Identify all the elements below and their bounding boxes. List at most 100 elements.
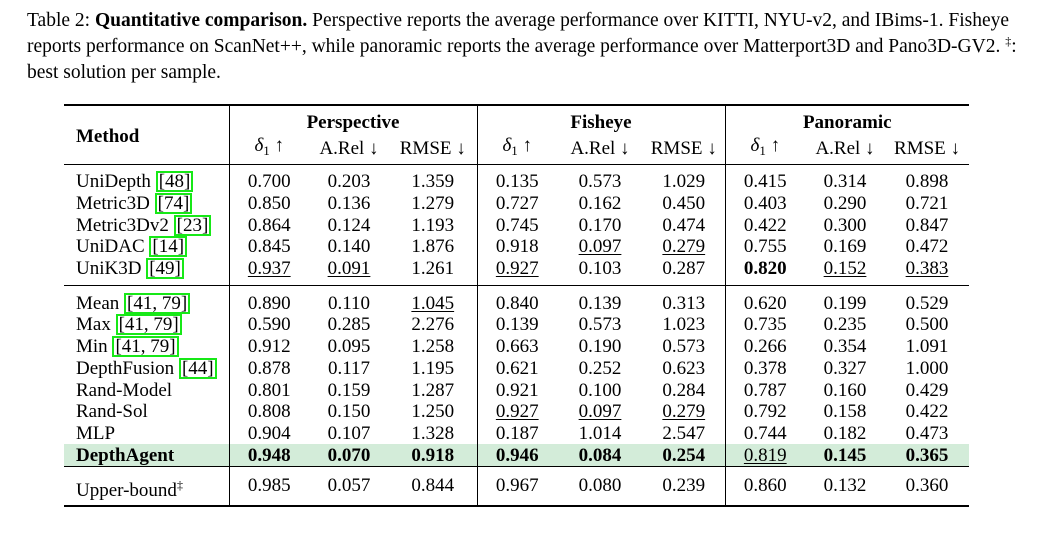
value-cell: 0.422 <box>905 401 949 423</box>
group-panoramic: Panoramic <box>724 105 970 135</box>
value-cell: 0.937 <box>228 257 309 280</box>
metric-header: A.Rel ↓ <box>815 137 875 159</box>
value-cell: 1.250 <box>411 401 455 423</box>
value-cell: 1.193 <box>411 214 455 236</box>
value-cell: 0.160 <box>823 379 867 401</box>
method-cell: Metric3Dv2 [23] <box>64 214 229 236</box>
citation-link[interactable]: [41, 79] <box>112 336 179 358</box>
value-cell: 0.199 <box>823 292 867 314</box>
table-row: MLP 0.904 0.107 1.328 0.187 1.014 2.547 0.744 0.… <box>64 422 969 445</box>
value-cell: 1.261 <box>411 258 455 280</box>
value-cell: 0.500 <box>905 314 949 336</box>
value-cell: 1.014 <box>578 422 622 444</box>
value-cell: 0.927 <box>476 400 557 423</box>
value-cell: 0.132 <box>823 474 867 496</box>
value-cell: 0.700 <box>228 171 309 193</box>
value-cell: 1.029 <box>662 171 706 193</box>
value-cell: 0.663 <box>476 335 557 358</box>
method-cell: Metric3D [74] <box>64 193 229 215</box>
method-name: Rand-Sol <box>76 401 148 423</box>
value-cell: 0.985 <box>228 472 309 506</box>
comparison-table: Method Perspective Fisheye Panoramic δ1 … <box>64 104 970 507</box>
value-cell: 0.254 <box>643 444 726 467</box>
method-cell: UniDepth [48] <box>64 171 229 193</box>
value-cell: 0.182 <box>823 422 867 444</box>
value-cell: 0.787 <box>724 379 806 401</box>
value-cell: 0.170 <box>578 214 622 236</box>
value-cell: 0.415 <box>724 171 806 193</box>
value-cell: 1.023 <box>662 314 706 336</box>
metric-header: RMSE ↓ <box>894 137 961 159</box>
metric-header: δ1 ↑ <box>476 135 557 165</box>
method-name: Upper-bound <box>76 479 177 501</box>
value-cell: 0.187 <box>476 422 557 445</box>
row-spacer <box>64 279 969 286</box>
method-cell: UniDAC [14] <box>64 236 229 258</box>
value-cell: 1.328 <box>411 422 455 444</box>
method-cell: Min [41, 79] <box>64 336 229 358</box>
table-row: UniDepth [48] 0.700 0.203 1.359 0.135 0.573 1.… <box>64 171 969 193</box>
method-cell: Rand-Model <box>64 379 229 401</box>
value-cell: 0.967 <box>476 472 557 506</box>
value-cell: 0.840 <box>476 292 557 315</box>
value-cell: 0.365 <box>885 444 970 467</box>
group-header-row: Method Perspective Fisheye Panoramic <box>64 105 970 165</box>
citation-link[interactable]: [44] <box>178 357 217 379</box>
value-cell: 0.820 <box>724 257 806 280</box>
group-fisheye: Fisheye <box>476 105 726 135</box>
table-row: Metric3Dv2 [23] 0.864 0.124 1.193 0.745 0.170… <box>64 214 969 237</box>
value-cell: 0.948 <box>228 444 309 467</box>
value-cell: 0.864 <box>228 214 309 237</box>
value-cell: 0.429 <box>905 379 949 401</box>
metric-header: A.Rel ↓ <box>570 137 630 159</box>
method-name: DepthAgent <box>76 444 175 466</box>
table-row: Rand-Model 0.801 0.159 1.287 0.921 0.100 0.284… <box>64 379 969 401</box>
value-cell: 0.080 <box>578 474 622 496</box>
method-name: Max <box>76 314 111 336</box>
value-cell: 0.140 <box>327 236 371 258</box>
table-caption: Table 2: Quantitative comparison. Perspe… <box>27 8 1027 86</box>
citation-link[interactable]: [74] <box>154 193 193 215</box>
value-cell: 0.360 <box>905 474 949 496</box>
value-cell: 0.190 <box>578 336 622 358</box>
value-cell: 0.590 <box>228 314 309 336</box>
citation-link[interactable]: [23] <box>173 214 212 236</box>
method-name: DepthFusion <box>76 357 175 379</box>
value-cell: 0.158 <box>823 401 867 423</box>
method-cell: UniK3D [49] <box>64 258 229 280</box>
method-name: Rand-Model <box>76 379 173 401</box>
table-row: DepthFusion [44] 0.878 0.117 1.195 0.621 0.25… <box>64 357 969 380</box>
value-cell: 0.162 <box>578 193 622 215</box>
citation-link[interactable]: [49] <box>146 258 184 280</box>
caption-text: Perspective reports the average performa… <box>27 10 1010 57</box>
value-cell: 0.529 <box>905 292 949 314</box>
value-cell: 0.921 <box>476 379 557 401</box>
method-name: Min <box>76 336 108 358</box>
caption-label: Table 2: <box>27 10 91 31</box>
value-cell: 1.279 <box>411 193 455 215</box>
citation-link[interactable]: [48] <box>155 171 194 193</box>
value-cell: 0.285 <box>327 314 371 336</box>
value-cell: 0.117 <box>327 357 371 379</box>
value-cell: 0.378 <box>724 357 806 380</box>
caption-text-end: : best solution per sample. <box>27 36 1017 83</box>
table-row: Upper-bound‡ 0.985 0.057 0.844 0.967 0.080 0.2… <box>64 472 970 506</box>
value-cell: 0.266 <box>724 335 806 358</box>
value-cell: 0.100 <box>578 379 622 401</box>
value-cell: 0.279 <box>662 401 706 423</box>
value-cell: 0.745 <box>476 214 557 237</box>
value-cell: 0.159 <box>327 379 371 401</box>
method-name: Metric3Dv2 <box>76 214 169 236</box>
citation-link[interactable]: [14] <box>149 236 188 258</box>
value-cell: 0.621 <box>476 357 557 380</box>
value-cell: 0.450 <box>662 193 706 215</box>
value-cell: 0.145 <box>805 444 886 467</box>
citation-link[interactable]: [41, 79] <box>124 292 191 314</box>
value-cell: 0.847 <box>905 214 949 236</box>
row-spacer <box>64 465 970 473</box>
citation-link[interactable]: [41, 79] <box>115 314 182 336</box>
value-cell: 0.103 <box>578 258 622 280</box>
value-cell: 0.721 <box>905 193 949 215</box>
value-cell: 0.912 <box>228 335 309 358</box>
method-name: MLP <box>76 422 116 444</box>
